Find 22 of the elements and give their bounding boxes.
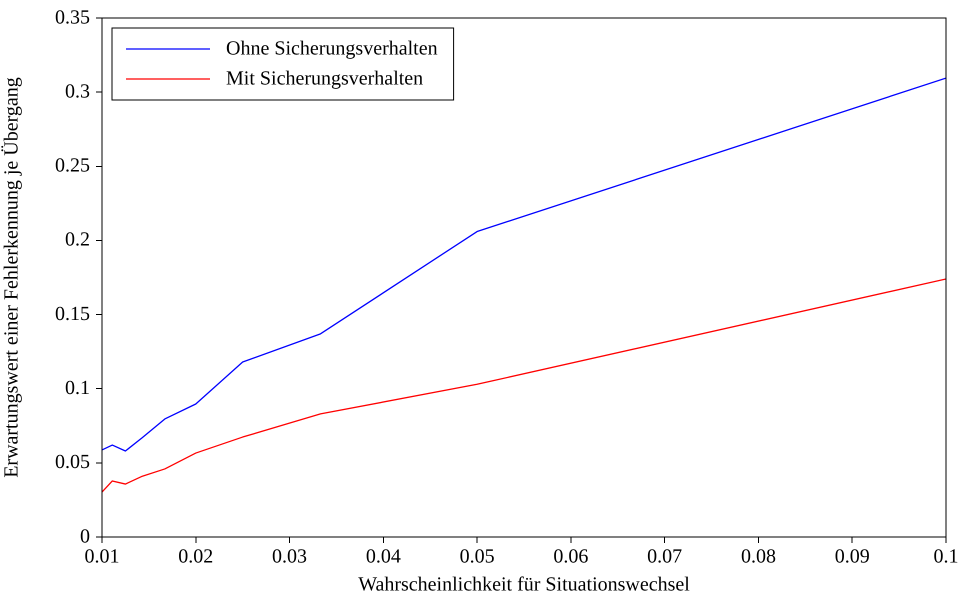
x-tick-label: 0.07	[647, 545, 682, 568]
x-tick-label: 0.1	[934, 545, 958, 568]
x-axis-title: Wahrscheinlichkeit für Situationswechsel	[358, 573, 690, 596]
y-tick-label: 0.2	[65, 228, 90, 251]
x-tick-label: 0.08	[740, 545, 776, 568]
y-tick-label: 0.15	[55, 302, 90, 325]
legend-label: Ohne Sicherungsverhalten	[226, 37, 438, 60]
x-tick-label: 0.06	[553, 545, 588, 568]
x-tick-label: 0.03	[272, 545, 308, 568]
y-axis-title: Erwartungswert einer Fehlerkennung je Übergang	[0, 77, 22, 478]
y-tick-label: 0.3	[65, 80, 90, 102]
x-tick-label: 0.09	[834, 545, 870, 568]
x-tick-label: 0.05	[460, 545, 495, 568]
y-tick-label: 0.35	[55, 6, 90, 28]
y-tick-label: 0	[80, 525, 90, 548]
x-tick-label: 0.02	[178, 545, 214, 568]
x-tick-label: 0.01	[84, 545, 120, 568]
y-tick-label: 0.1	[65, 376, 90, 399]
legend-label: Mit Sicherungsverhalten	[226, 67, 424, 90]
y-tick-label: 0.25	[55, 154, 90, 177]
x-tick-label: 0.04	[366, 545, 401, 568]
y-tick-label: 0.05	[55, 451, 90, 474]
